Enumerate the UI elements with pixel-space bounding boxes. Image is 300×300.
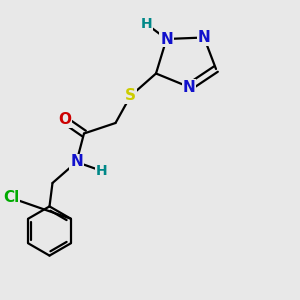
- Text: N: N: [198, 30, 210, 45]
- Text: N: N: [70, 154, 83, 169]
- Text: O: O: [58, 112, 71, 128]
- Text: Cl: Cl: [3, 190, 20, 206]
- Text: S: S: [125, 88, 136, 104]
- Text: H: H: [141, 17, 152, 31]
- Text: H: H: [96, 164, 108, 178]
- Text: N: N: [160, 32, 173, 46]
- Text: N: N: [183, 80, 195, 94]
